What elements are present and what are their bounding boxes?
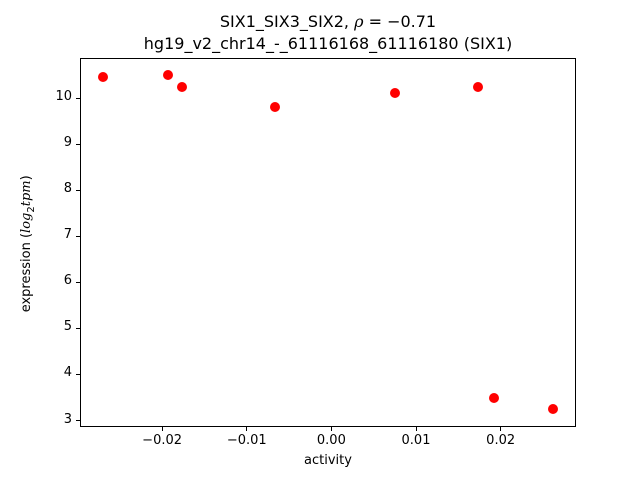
y-tick-label: 4 [63, 365, 72, 381]
x-tick-label: −0.01 [226, 433, 267, 448]
x-tick-mark [500, 427, 502, 431]
data-point [97, 72, 108, 83]
x-tick-mark [415, 427, 417, 431]
data-point [163, 70, 174, 81]
data-point [389, 88, 400, 99]
data-point [176, 81, 187, 92]
y-tick-label: 6 [63, 273, 72, 289]
x-tick-mark [161, 427, 163, 431]
data-point [488, 392, 499, 403]
x-tick-label: 0.00 [316, 433, 346, 448]
y-tick-mark [76, 281, 80, 283]
chart-title-line1: SIX1_SIX3_SIX2, ρ = −0.71 [80, 11, 576, 33]
plot-area [80, 58, 576, 427]
data-point [472, 81, 483, 92]
y-tick-label: 7 [63, 227, 72, 243]
chart-title-line2: hg19_v2_chr14_-_61116168_61116180 (SIX1) [143, 34, 513, 53]
y-tick-label: 5 [63, 319, 72, 335]
x-axis-label: activity [304, 453, 352, 468]
y-tick-mark [76, 373, 80, 375]
x-tick-mark [330, 427, 332, 431]
y-tick-mark [76, 420, 80, 422]
y-tick-mark [76, 235, 80, 237]
y-axis-label-suffix: ) [19, 175, 35, 181]
x-tick-label: 0.02 [486, 433, 516, 448]
x-tick-label: 0.01 [401, 433, 431, 448]
y-tick-label: 9 [63, 135, 72, 151]
y-axis-label-log-sub: 2 [25, 206, 37, 213]
y-axis-label: expression (log2tpm) [19, 144, 37, 344]
data-point [548, 404, 559, 415]
data-point [269, 102, 280, 113]
title-gene-names: SIX1_SIX3_SIX2, [219, 12, 355, 31]
y-tick-label: 8 [63, 181, 72, 197]
title-correlation-value: = −0.71 [363, 12, 437, 31]
y-tick-mark [76, 327, 80, 329]
x-tick-label: −0.02 [142, 433, 183, 448]
chart-title: SIX1_SIX3_SIX2, ρ = −0.71 hg19_v2_chr14_… [80, 11, 576, 55]
y-tick-mark [76, 143, 80, 145]
y-tick-mark [76, 189, 80, 191]
x-tick-mark [246, 427, 248, 431]
y-tick-mark [76, 97, 80, 99]
y-tick-label: 3 [63, 411, 72, 427]
y-tick-label: 10 [55, 89, 72, 105]
rho-symbol: ρ [354, 12, 364, 31]
